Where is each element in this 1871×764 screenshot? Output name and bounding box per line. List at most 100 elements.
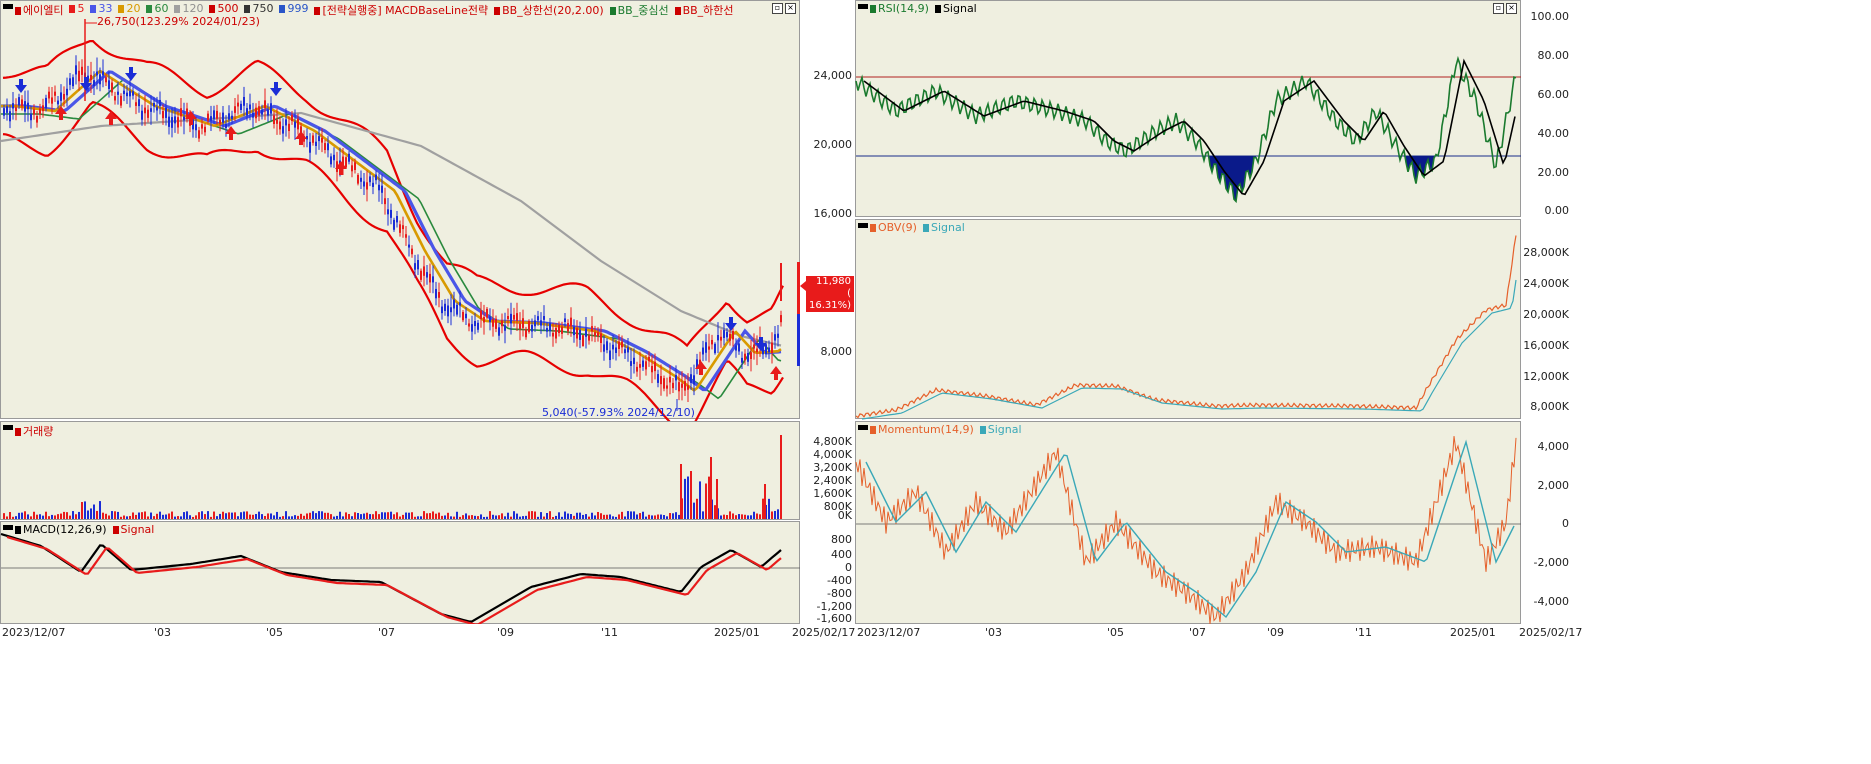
candle-body [42,105,44,112]
volume-bar [57,514,59,519]
candle-body [744,353,746,361]
volume-bar [414,516,416,519]
current-price-badge: 11,980 ( 16.31%) [806,276,854,312]
volume-bar [150,512,152,519]
buy-signal-arrow [225,126,237,140]
volume-bar [426,513,428,519]
candle-body [516,313,518,321]
candle-body [399,224,401,233]
volume-bar [639,513,641,519]
volume-bar [345,512,347,519]
panel-handle[interactable] [858,223,868,228]
close-icon[interactable]: × [785,3,796,14]
volume-bar [195,515,197,519]
candle-body [627,347,629,353]
candle-body [762,347,764,355]
candle-body [132,91,134,96]
candle-body [690,374,692,383]
x-label: '03 [154,626,172,639]
candle-body [555,327,557,339]
candle-body [519,323,521,329]
volume-bar [764,484,766,519]
volume-bar [588,516,590,519]
legend-volume: 거래량 [15,423,53,439]
volume-bar [654,515,656,519]
maximize-icon[interactable]: ▫ [772,3,783,14]
volume-bar [120,516,122,519]
volume-bar [582,514,584,519]
legend-obv: OBV(9) [870,221,917,234]
volume-bar [477,516,479,519]
legend-obv-signal: Signal [922,221,965,234]
volume-bar [27,514,29,519]
candle-body [108,80,110,89]
candle-body [198,130,200,139]
candle-body [162,111,164,119]
volume-bar [678,514,680,519]
sell-signal-arrow [125,67,137,81]
volume-bar [186,511,188,519]
panel-handle[interactable] [3,425,13,430]
legend-stock-name: 에이엘티 [15,2,63,18]
volume-bar [138,512,140,519]
obv-tick: 8,000K [1530,400,1569,413]
volume-bar [435,513,437,519]
candle-body [234,106,236,113]
volume-bar [357,513,359,519]
volume-bar [543,516,545,519]
volume-bar [402,514,404,519]
candle-body [114,96,116,101]
panel-handle[interactable] [3,525,13,530]
legend-macd: MACD(12,26,9) [15,523,107,536]
candle-body [687,385,689,390]
volume-bar [417,516,419,519]
panel-handle[interactable] [858,4,868,9]
volume-bar [129,515,131,519]
candle-body [282,126,284,134]
volume-bar [519,516,521,519]
volume-bar [252,514,254,519]
rsi-tick: 20.00 [1537,166,1570,179]
candle-body [225,123,227,129]
volume-bar [486,516,488,519]
volume-bar [174,516,176,519]
candle-body [363,181,365,187]
volume-bar [528,511,530,519]
legend-ma33: 33 [90,2,112,18]
panel-handle[interactable] [858,425,868,430]
price-axis: 24,000 20,000 16,000 8,000 11,980 ( 16.3… [797,0,855,419]
candle-body [201,124,203,129]
candle-body [180,108,182,117]
candle-body [270,103,272,114]
candle-body [642,360,644,367]
candle-body [417,260,419,270]
volume-bar [762,498,764,519]
candle-body [159,99,161,106]
volume-bar [36,514,38,519]
volume-bar [657,514,659,519]
maximize-icon[interactable]: ▫ [1493,3,1504,14]
rsi-legend: RSI(14,9) Signal [870,2,977,15]
macd-tick: 800 [831,533,852,546]
obv-axis: 28,000K 24,000K 20,000K 16,000K 12,000K … [1521,219,1571,419]
candle-body [207,113,209,121]
candle-body [708,346,710,350]
candle-body [33,109,35,115]
candle-body [204,126,206,133]
candle-body [315,141,317,146]
candle-body [777,333,779,338]
x-label: 2025/01 [1450,626,1496,639]
volume-bar [522,516,524,519]
x-label: '11 [601,626,619,639]
candle-body [30,113,32,121]
volume-chart-svg [3,435,782,519]
close-icon[interactable]: × [1506,3,1517,14]
volume-bar [744,514,746,519]
candle-body [432,276,434,283]
volume-bar [663,515,665,519]
panel-handle[interactable] [3,4,13,9]
candle-body [354,162,356,170]
volume-bar [516,513,518,519]
volume-bar [42,515,44,519]
candle-body [21,99,23,107]
